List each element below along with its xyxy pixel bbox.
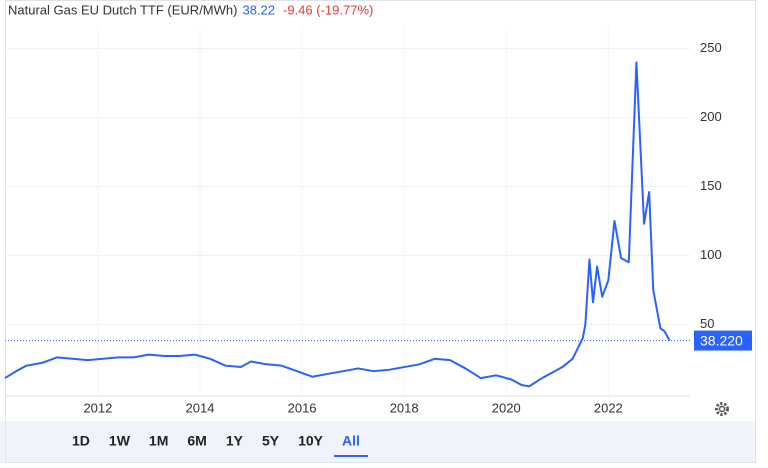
x-tick-label: 2014 — [186, 400, 215, 415]
y-tick-label: 100 — [700, 247, 722, 262]
x-tick-label: 2018 — [390, 400, 419, 415]
range-button[interactable]: 1M — [149, 433, 168, 449]
chart-title: Natural Gas EU Dutch TTF (EUR/MWh) — [8, 2, 237, 17]
price: 38.22 — [242, 2, 275, 17]
range-button[interactable]: 1W — [109, 433, 131, 449]
last-price-label: 38.220 — [700, 332, 743, 348]
settings-icon[interactable] — [715, 402, 729, 416]
x-tick-label: 2012 — [83, 400, 112, 415]
range-button[interactable]: 1Y — [226, 433, 244, 449]
last-price-tag — [694, 330, 752, 351]
x-tick-label: 2022 — [594, 400, 623, 415]
range-button[interactable]: 1D — [72, 433, 90, 449]
range-button[interactable]: 10Y — [298, 433, 324, 449]
range-button[interactable]: 5Y — [262, 433, 280, 449]
frame — [5, 0, 756, 463]
range-button[interactable]: 6M — [187, 433, 206, 449]
y-tick-label: 250 — [700, 40, 722, 55]
x-tick-label: 2016 — [288, 400, 317, 415]
change: -9.46 (-19.77%) — [283, 2, 373, 17]
x-tick-label: 2020 — [492, 400, 521, 415]
y-tick-label: 50 — [700, 316, 714, 331]
line — [4, 61, 671, 388]
active-underline — [333, 455, 368, 457]
range-button[interactable]: All — [342, 433, 360, 449]
range-bar — [0, 421, 756, 463]
y-tick-label: 200 — [700, 109, 722, 124]
y-tick-label: 150 — [700, 178, 722, 193]
